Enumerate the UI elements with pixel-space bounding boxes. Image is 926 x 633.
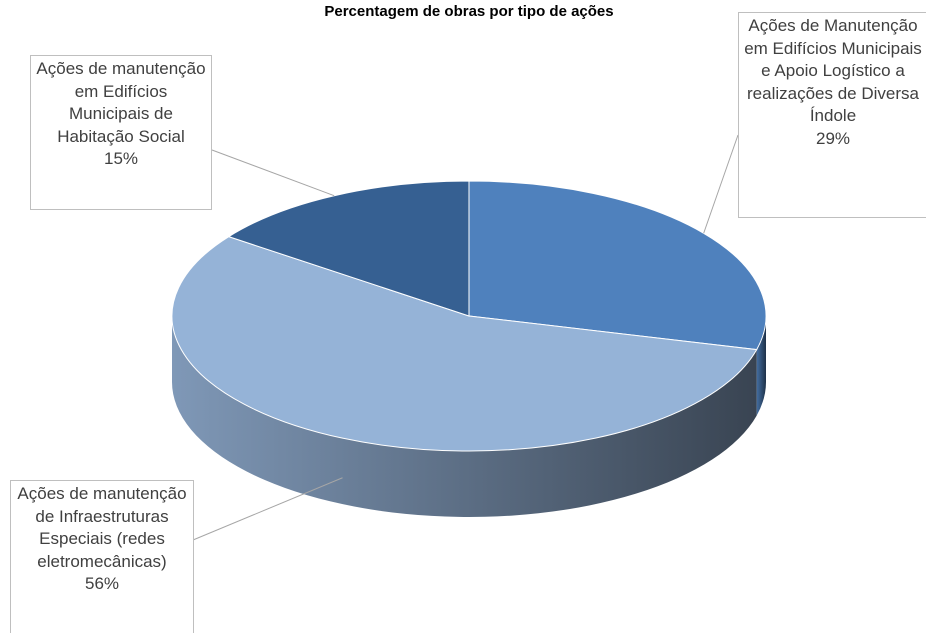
pie-slice [227,180,470,317]
data-label: Ações de manutenção em Edifícios Municip… [30,55,212,210]
pie-slice [468,180,767,351]
leader-line [211,149,335,197]
data-label: Ações de manutenção de Infraestruturas E… [10,480,194,633]
leader-line [703,134,739,234]
pie-side [172,316,757,517]
chart-title: Percentagem de obras por tipo de ações [324,3,613,20]
value-label: 15% [103,149,139,168]
value-label: 56% [84,574,120,593]
data-label: Ações de Manutenção em Edifícios Municip… [738,12,926,218]
category-label: Ações de Manutenção em Edifícios Municip… [744,16,922,125]
pie-side [756,316,766,416]
category-label: Ações de manutenção de Infraestruturas E… [17,484,187,571]
category-label: Ações de manutenção em Edifícios Municip… [36,59,206,146]
pie-slice [171,236,758,452]
leader-line [192,477,343,541]
value-label: 29% [815,128,851,148]
